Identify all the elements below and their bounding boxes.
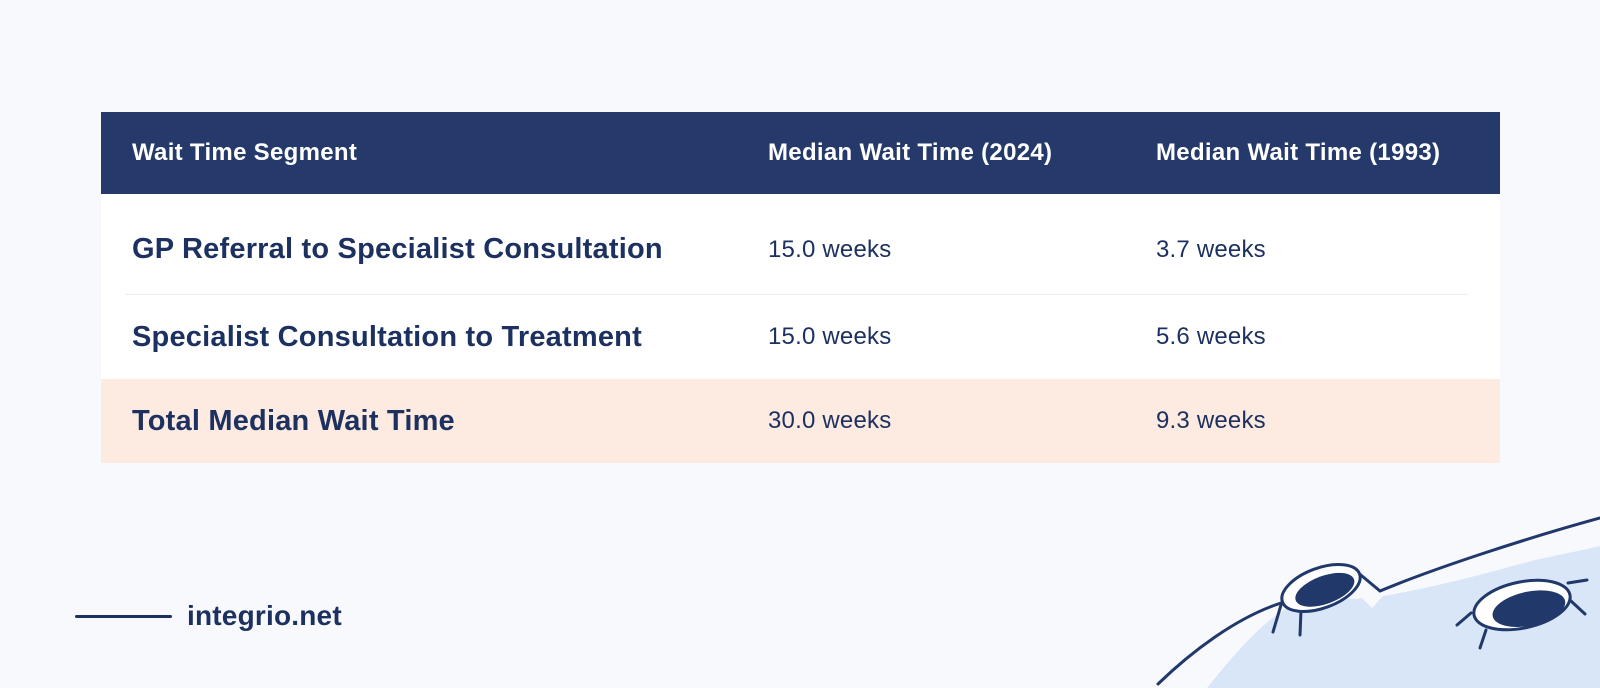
- column-header-2024: Median Wait Time (2024): [768, 139, 1053, 166]
- table-row-total-highlight: Total Median Wait Time 30.0 weeks 9.3 we…: [101, 379, 1500, 463]
- table-header-row: Wait Time Segment Median Wait Time (2024…: [101, 112, 1500, 194]
- segment-label: Specialist Consultation to Treatment: [132, 320, 642, 353]
- ridge-line-left: [1156, 601, 1283, 686]
- value-1993: 9.3 weeks: [1156, 407, 1266, 434]
- hill-shape: [1207, 546, 1600, 688]
- column-header-1993: Median Wait Time (1993): [1156, 139, 1441, 166]
- segment-label: Total Median Wait Time: [132, 404, 455, 437]
- brand-name: integrio.net: [187, 600, 342, 631]
- value-1993: 3.7 weeks: [1156, 235, 1266, 263]
- table-row: GP Referral to Specialist Consultation 1…: [101, 194, 1500, 295]
- crater-left-icon: [1271, 563, 1362, 637]
- value-1993: 5.6 weeks: [1156, 323, 1266, 350]
- snow-hill-illustration: [1156, 516, 1600, 688]
- table-row: Specialist Consultation to Treatment 15.…: [101, 295, 1500, 379]
- wait-time-table: Wait Time Segment Median Wait Time (2024…: [101, 112, 1500, 463]
- segment-label: GP Referral to Specialist Consultation: [132, 233, 663, 265]
- ridge-line-right: [1354, 516, 1600, 593]
- value-2024: 15.0 weeks: [768, 235, 892, 263]
- brand-footer: integrio.net: [75, 600, 342, 632]
- crater-right-icon: [1455, 578, 1589, 650]
- value-2024: 15.0 weeks: [768, 323, 892, 350]
- value-2024: 30.0 weeks: [768, 407, 892, 434]
- row-divider: [125, 294, 1468, 295]
- brand-dash-line: [75, 614, 172, 618]
- column-header-segment: Wait Time Segment: [132, 139, 358, 166]
